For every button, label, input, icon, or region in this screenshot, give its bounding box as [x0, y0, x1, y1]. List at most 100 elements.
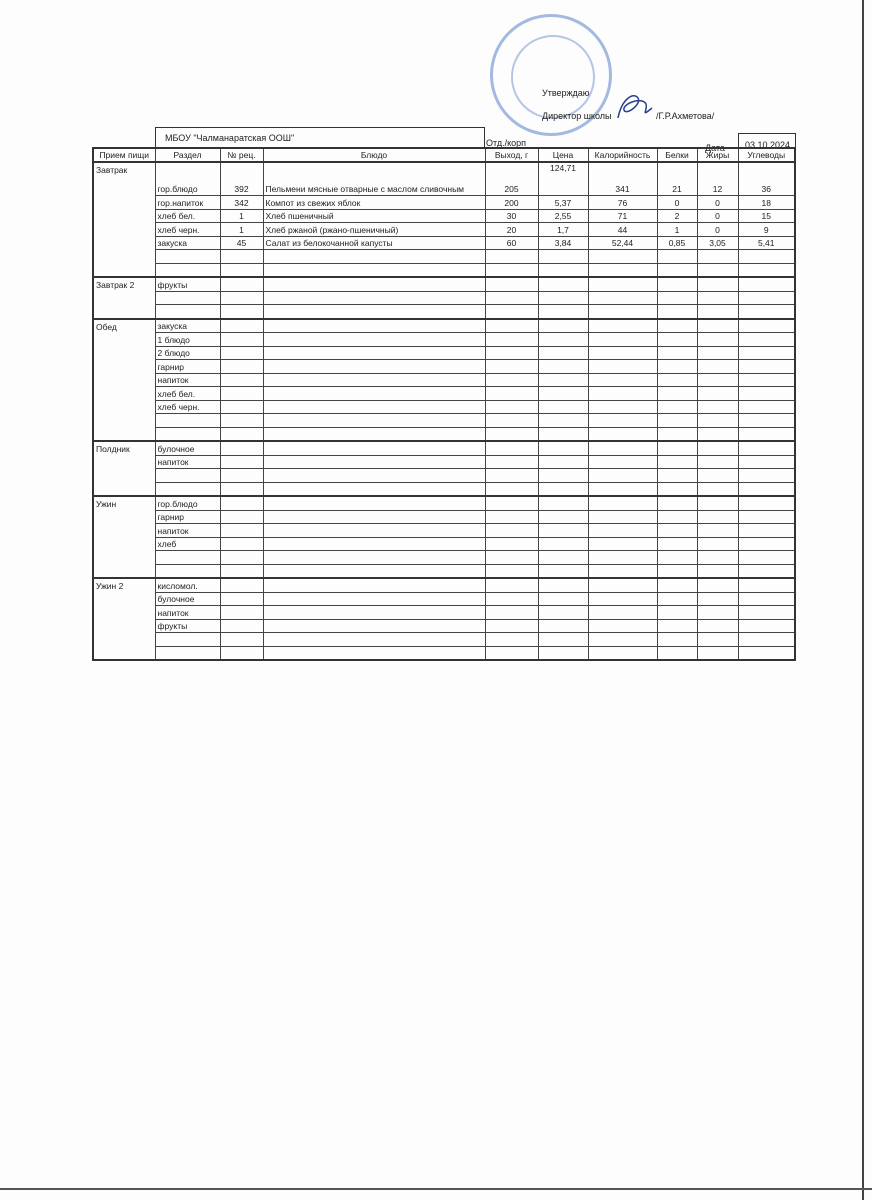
fats-cell [696, 359, 739, 374]
proteins-cell [656, 523, 698, 538]
recipe-number-cell [219, 632, 264, 647]
dish-cell [262, 332, 486, 347]
yield-cell: 30 [484, 208, 539, 223]
table-row [93, 262, 796, 278]
section-cell [154, 632, 221, 647]
recipe-number-cell [219, 605, 264, 620]
yield-cell [484, 618, 539, 633]
yield-cell [484, 372, 539, 387]
price-cell: 3,84 [537, 235, 589, 250]
price-cell [537, 468, 589, 483]
recipe-number-cell [219, 495, 264, 511]
carbs-cell [737, 276, 796, 292]
dish-cell [262, 345, 486, 360]
calories-cell: 341 [587, 161, 658, 196]
section-cell [154, 413, 221, 428]
proteins-cell [656, 632, 698, 647]
dish-cell [262, 523, 486, 538]
recipe-number-cell: 1 [219, 208, 264, 223]
proteins-cell [656, 276, 698, 292]
yield-cell [484, 290, 539, 305]
section-cell: хлеб черн. [154, 399, 221, 414]
section-cell: гор.блюдо [154, 161, 221, 196]
price-cell [537, 317, 589, 333]
fats-cell [696, 290, 739, 305]
recipe-number-cell: 392 [219, 161, 264, 196]
dish-cell [262, 440, 486, 456]
dish-cell: Компот из свежих яблок [262, 195, 486, 210]
carbs-cell [737, 332, 796, 347]
yield-cell [484, 591, 539, 606]
price-cell: 2,55 [537, 208, 589, 223]
price-cell [537, 563, 589, 579]
carbs-cell [737, 645, 796, 661]
yield-cell [484, 359, 539, 374]
price-cell [537, 495, 589, 511]
recipe-number-cell [219, 413, 264, 428]
dish-cell [262, 605, 486, 620]
carbs-cell [737, 618, 796, 633]
section-cell [154, 645, 221, 661]
dish-cell [262, 536, 486, 551]
table-row: Завтрак гор.блюдо 392 Пельмени мясные отвар… [92, 161, 796, 278]
fats-cell [696, 618, 739, 633]
section-cell [154, 249, 221, 264]
price-cell [537, 290, 589, 305]
fats-cell: 12 [696, 161, 739, 196]
dish-cell [262, 645, 486, 661]
carbs-cell: 15 [737, 208, 796, 223]
fats-cell [696, 481, 739, 497]
carbs-cell [737, 262, 796, 278]
fats-cell [696, 645, 739, 661]
fats-cell [696, 550, 739, 565]
dish-cell [262, 632, 486, 647]
fats-cell [696, 386, 739, 401]
proteins-cell [656, 577, 698, 593]
proteins-cell: 21 [656, 161, 698, 196]
meal-name: Обед [92, 317, 156, 442]
fats-cell [696, 468, 739, 483]
fats-cell: 0 [696, 222, 739, 237]
calories-cell [587, 523, 658, 538]
price-cell [537, 618, 589, 633]
section-cell [154, 550, 221, 565]
carbs-cell [737, 304, 796, 319]
proteins-cell [656, 345, 698, 360]
column-header: Белки [656, 147, 698, 163]
recipe-number-cell [219, 591, 264, 606]
section-cell [154, 468, 221, 483]
section-cell: напиток [154, 523, 221, 538]
price-cell: 5,37 [537, 195, 589, 210]
column-header: Калорийность [587, 147, 658, 163]
table-row: Полдник булочное [92, 440, 796, 497]
dish-cell [262, 577, 486, 593]
dish-cell [262, 563, 486, 579]
section-cell: хлеб [154, 536, 221, 551]
proteins-cell: 2 [656, 208, 698, 223]
calories-cell: 71 [587, 208, 658, 223]
fats-cell [696, 372, 739, 387]
carbs-cell [737, 605, 796, 620]
yield-cell [484, 577, 539, 593]
price-cell [537, 372, 589, 387]
calories-cell [587, 276, 658, 292]
section-cell: гор.блюдо [154, 495, 221, 511]
yield-cell: 20 [484, 222, 539, 237]
proteins-cell [656, 536, 698, 551]
calories-cell [587, 481, 658, 497]
yield-cell [484, 426, 539, 442]
yield-cell [484, 523, 539, 538]
table-row [93, 413, 796, 428]
fats-cell [696, 262, 739, 278]
table-row [93, 645, 796, 661]
yield-cell [484, 563, 539, 579]
price-cell [537, 523, 589, 538]
calories-cell [587, 563, 658, 579]
recipe-number-cell: 1 [219, 222, 264, 237]
calories-cell: 44 [587, 222, 658, 237]
calories-cell [587, 399, 658, 414]
price-cell [537, 413, 589, 428]
director-label: Директор школы [542, 111, 612, 121]
calories-cell [587, 386, 658, 401]
calories-cell [587, 536, 658, 551]
